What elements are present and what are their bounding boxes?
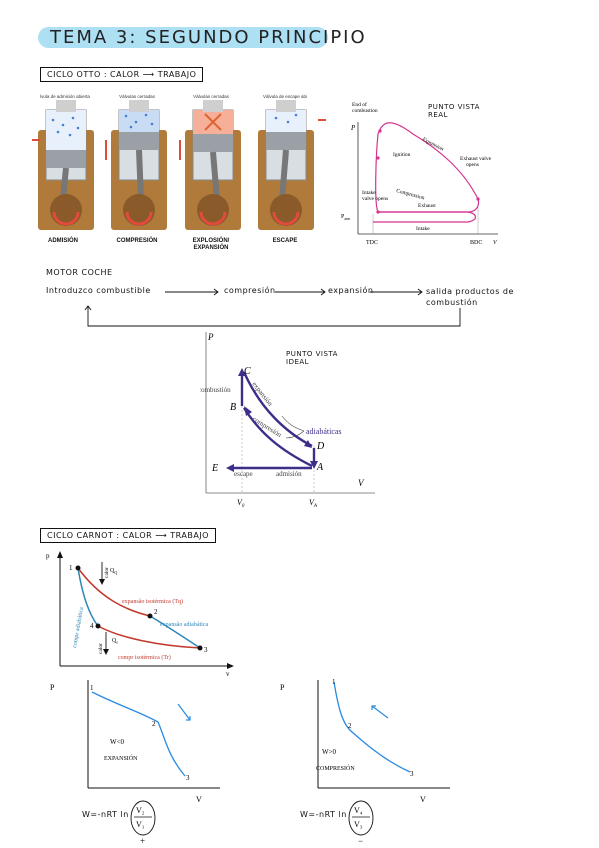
carnot-calor-top: calor — [104, 567, 110, 578]
real-exhaust-valve: Exhaust valve opens — [460, 156, 492, 168]
ideal-adiabatic: adiabáticas — [306, 427, 342, 436]
engine-top-label-3: Válvulas cerradas — [193, 94, 229, 99]
compression-formula: W=-nRT ln — [300, 810, 347, 819]
expansion-work: W<0 — [110, 738, 125, 746]
real-end-combustion: End of combustion — [352, 101, 378, 114]
svg-text:+: + — [140, 836, 145, 846]
carnot-heading: CICLO CARNOT : CALOR ⟶ TRABAJO — [40, 528, 216, 543]
engine-exhaust — [258, 100, 326, 230]
engine-explosion — [179, 100, 241, 230]
svg-text:V₄: V₄ — [354, 806, 363, 815]
real-cycle-curve — [375, 122, 480, 213]
expansion-point-1: 1 — [90, 684, 94, 692]
compression-sketch: P V 1 2 3 W>0 COMPRESIÓN — [280, 678, 450, 804]
compression-point-1: 1 — [332, 678, 336, 686]
compression-v-label: V — [420, 795, 426, 804]
compression-p-label: P — [280, 683, 285, 692]
svg-text:V₃: V₃ — [354, 820, 363, 829]
compression-point-3: 3 — [410, 770, 414, 778]
engine-illustration — [32, 100, 326, 230]
carnot-qf: Qf — [112, 638, 118, 645]
real-expansion: Expansion — [420, 136, 444, 153]
motor-flow-arrows — [84, 288, 461, 327]
engine-admission — [32, 100, 94, 230]
compression-point-2: 2 — [348, 722, 352, 730]
ideal-v-label: V — [358, 478, 365, 488]
motor-step3: expansión — [328, 286, 374, 295]
compression-fraction: V₄ V₃ − — [348, 800, 374, 846]
svg-text:−: − — [358, 836, 363, 846]
carnot-comp-iso: compr isotérmica (Tr) — [118, 654, 171, 661]
expansion-fraction: V₂ V₁ + — [130, 800, 156, 846]
ideal-point-a: A — [316, 462, 324, 473]
page-title: TEMA 3: SEGUNDO PRINCIPIO — [50, 27, 367, 48]
carnot-p-label: p — [46, 552, 50, 560]
ideal-admission: admisión — [276, 470, 302, 478]
svg-text:V₂: V₂ — [136, 806, 145, 815]
expansion-label: EXPANSIÓN — [104, 754, 138, 762]
engine-label-2: COMPRESIÓN — [116, 238, 158, 244]
ideal-combustion: combustión — [200, 386, 231, 394]
engine-label-3: EXPLOSIÓN/ EXPANSIÓN — [192, 238, 230, 251]
carnot-point-2: 2 — [154, 608, 158, 616]
ideal-v0: V0 — [237, 498, 245, 509]
expansion-point-3: 3 — [186, 774, 190, 782]
compression-work: W>0 — [322, 748, 337, 756]
carnot-comp-adi: compr adiabática — [72, 606, 85, 648]
carnot-point-4: 4 — [90, 622, 94, 630]
real-compression: Compression — [395, 188, 425, 201]
ideal-note: PUNTO VISTA IDEAL — [286, 350, 338, 366]
ideal-point-e: E — [211, 463, 218, 474]
real-note: PUNTO VISTA REAL — [428, 103, 480, 119]
engine-top-label-2: Válvulas cerradas — [119, 94, 155, 99]
real-ignition: Ignition — [393, 152, 411, 158]
title-highlight — [38, 27, 328, 48]
ideal-point-b: B — [230, 402, 236, 413]
carnot-diagram: p v 1 2 3 4 calor QQ expansão isotérmica… — [46, 551, 234, 678]
real-tdc-label: TDC — [366, 240, 378, 246]
engine-top-label-4: Válvula de escape abi — [262, 94, 308, 99]
motor-step1: Introduzco combustible — [46, 286, 151, 295]
real-patm-label: Patm — [341, 214, 351, 221]
ideal-p-label: P — [207, 332, 214, 342]
carnot-qq: QQ — [110, 568, 117, 575]
carnot-v-label: v — [226, 670, 230, 678]
real-exhaust: Exhaust — [418, 203, 436, 209]
otto-heading: CICLO OTTO : CALOR ⟶ TRABAJO — [40, 67, 204, 82]
ideal-va: VA — [309, 498, 318, 509]
real-v-label: V — [493, 240, 498, 246]
real-p-label: P — [350, 124, 356, 132]
engine-top-label-1: lvula de admisión abierta — [40, 94, 90, 99]
expansion-point-2: 2 — [152, 720, 156, 728]
svg-text:V₁: V₁ — [136, 820, 145, 829]
real-intake: Intake — [416, 226, 430, 232]
ideal-cycle — [230, 371, 316, 470]
expansion-sketch: P V 1 2 3 W<0 EXPANSIÓN — [50, 680, 220, 804]
real-bdc-label: BDC — [470, 240, 482, 246]
engine-label-4: ESCAPE — [272, 238, 298, 244]
carnot-point-3: 3 — [204, 646, 208, 654]
expansion-p-label: P — [50, 683, 55, 692]
motor-title: MOTOR COCHE — [46, 268, 113, 277]
ideal-pv-diagram: P V C B D A E combustión expansión compr… — [200, 332, 375, 509]
carnot-calor-bottom: calor — [98, 643, 104, 654]
carnot-exp-adi: expansão adiabática — [160, 622, 208, 628]
ideal-point-d: D — [316, 441, 325, 452]
expansion-v-label: V — [196, 795, 202, 804]
compression-label: COMPRESIÓN — [316, 764, 355, 772]
ideal-point-c: C — [244, 366, 251, 377]
real-intake-valve: Intake valve opens — [362, 190, 388, 202]
engine-label-1: ADMISIÓN — [48, 238, 78, 244]
carnot-exp-iso: expansão isotérmica (Tq) — [122, 598, 183, 605]
expansion-formula: W=-nRT ln — [82, 810, 129, 819]
real-pump-loop — [373, 211, 477, 223]
carnot-point-1: 1 — [69, 564, 73, 572]
motor-step2: compresión — [224, 286, 276, 295]
real-pv-diagram: P Patm V TDC BDC End of combustion Igniti… — [341, 101, 498, 246]
engine-compression — [105, 100, 167, 230]
ideal-escape: escape — [234, 470, 253, 478]
motor-step4: salida productos de combustión — [426, 287, 514, 307]
